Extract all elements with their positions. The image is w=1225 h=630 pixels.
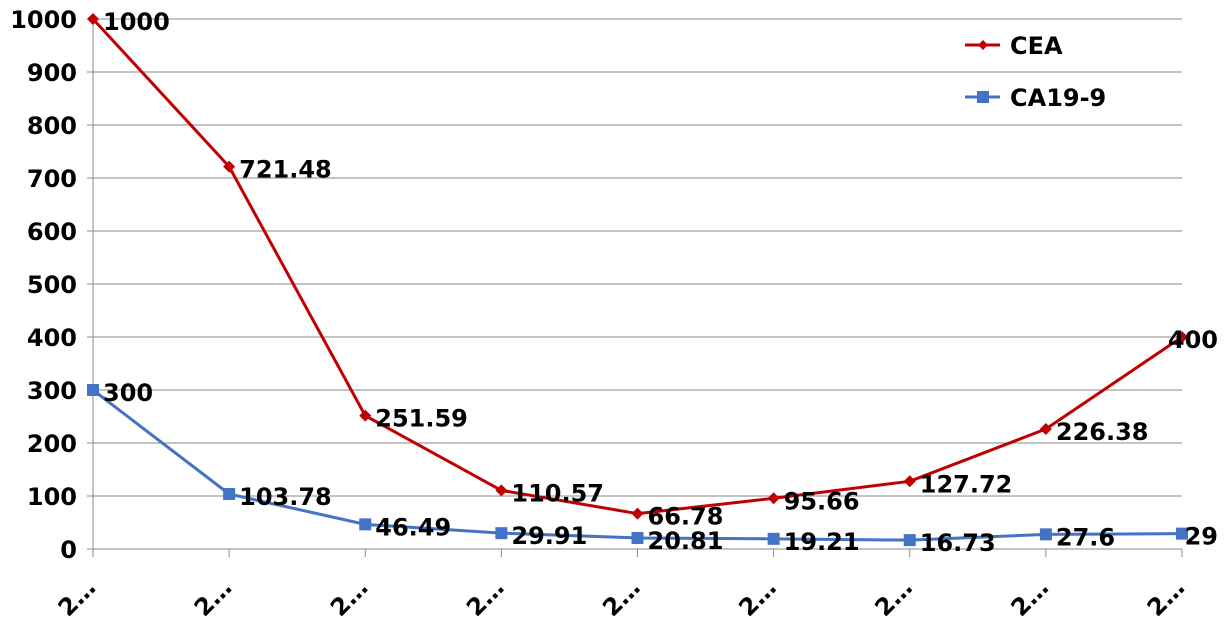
x-tick-label: 2… xyxy=(1006,573,1055,622)
x-tick-label: 2… xyxy=(597,573,646,622)
data-point xyxy=(359,518,372,531)
legend-marker-cea xyxy=(978,40,988,50)
data-label: 300 xyxy=(103,379,153,407)
y-tick-label: 1000 xyxy=(10,6,77,34)
data-point xyxy=(223,487,236,500)
y-tick-label: 700 xyxy=(27,165,77,193)
data-label: 226.38 xyxy=(1056,418,1149,446)
x-tick-label: 2… xyxy=(1142,573,1191,622)
data-point xyxy=(903,475,916,488)
x-tick-label: 2… xyxy=(53,573,102,622)
x-tick-label: 2… xyxy=(325,573,374,622)
data-label: 110.57 xyxy=(511,479,604,507)
data-point xyxy=(495,527,508,540)
data-label: 103.78 xyxy=(239,483,332,511)
data-label: 19.21 xyxy=(784,528,860,556)
x-tick-label: 2… xyxy=(869,573,918,622)
legend-item-cea: CEA xyxy=(965,32,1063,60)
data-label: 66.78 xyxy=(648,503,724,531)
y-tick-label: 100 xyxy=(27,483,77,511)
data-point xyxy=(1176,527,1188,540)
y-axis-tick-labels: 0 100 200 300 400 500 600 700 800 900 1000 xyxy=(10,6,77,564)
data-point xyxy=(631,531,644,544)
x-axis-tick-labels: 2… 2… 2… 2… 2… 2… 2… 2… 2… xyxy=(53,573,1191,622)
data-point xyxy=(1176,331,1188,343)
x-tick-label: 2… xyxy=(189,573,238,622)
data-label: 16.73 xyxy=(920,529,996,557)
data-point xyxy=(87,13,99,25)
y-tick-label: 900 xyxy=(27,59,77,87)
x-tick-label: 2… xyxy=(461,573,510,622)
legend-label-ca19-9: CA19-9 xyxy=(1010,84,1106,112)
y-tick-label: 600 xyxy=(27,218,77,246)
y-tick-label: 500 xyxy=(27,271,77,299)
data-label: 46.49 xyxy=(375,513,451,541)
data-label: 29 xyxy=(1185,523,1218,551)
data-label: 1000 xyxy=(103,8,170,36)
series-cea: 1000 721.48 251.59 110.57 66.78 95.66 127.72 22… xyxy=(87,8,1218,531)
series-ca19-9: 300 103.78 46.49 29.91 20.81 19.21 16.73 27.6 29 xyxy=(87,379,1218,557)
data-point xyxy=(223,160,236,173)
data-point xyxy=(495,484,508,497)
data-label: 95.66 xyxy=(784,487,860,515)
legend-item-ca19-9: CA19-9 xyxy=(965,84,1106,112)
y-tick-label: 0 xyxy=(60,536,77,564)
data-label: 20.81 xyxy=(648,527,724,555)
data-label: 127.72 xyxy=(920,470,1013,498)
data-label: 721.48 xyxy=(239,156,332,184)
data-label: 27.6 xyxy=(1056,523,1115,551)
data-point xyxy=(1039,423,1052,436)
data-label: 400 xyxy=(1168,326,1218,354)
data-point xyxy=(87,384,99,396)
data-point xyxy=(631,507,644,520)
data-point xyxy=(767,532,780,545)
legend: CEA CA19-9 xyxy=(965,32,1106,112)
data-point xyxy=(767,492,780,505)
data-point xyxy=(903,534,916,547)
y-tick-label: 400 xyxy=(27,324,77,352)
data-label: 251.59 xyxy=(375,405,468,433)
legend-label-cea: CEA xyxy=(1010,32,1063,60)
y-tick-label: 300 xyxy=(27,377,77,405)
gridlines xyxy=(93,18,1182,497)
series-layer: 1000 721.48 251.59 110.57 66.78 95.66 127.72 22… xyxy=(87,8,1218,557)
x-tick-label: 2… xyxy=(733,573,782,622)
data-point xyxy=(359,409,372,422)
y-tick-label: 800 xyxy=(27,112,77,140)
y-tick-label: 200 xyxy=(27,430,77,458)
data-label: 29.91 xyxy=(511,522,587,550)
legend-marker-ca19-9 xyxy=(977,91,989,103)
data-point xyxy=(1039,528,1052,541)
